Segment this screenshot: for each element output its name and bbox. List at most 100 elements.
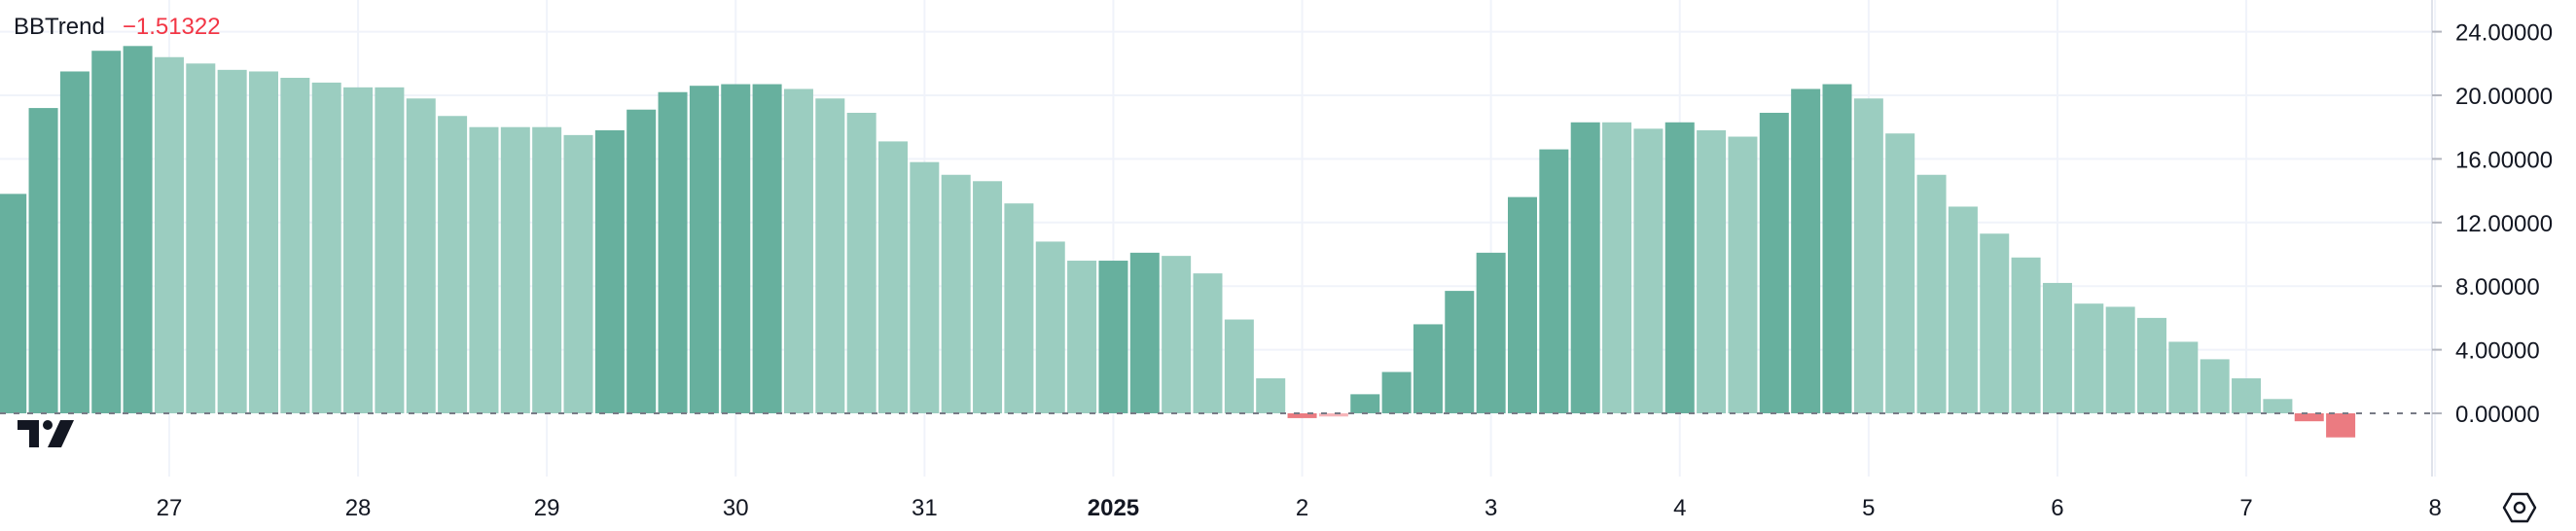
histogram-bar[interactable] — [532, 126, 562, 413]
x-tick-label: 5 — [1862, 495, 1875, 521]
histogram-bar[interactable] — [1224, 319, 1254, 413]
histogram-bar[interactable] — [1759, 112, 1789, 414]
histogram-bar[interactable] — [1413, 324, 1443, 413]
histogram-bar[interactable] — [28, 108, 58, 413]
y-tick-label: 4.00000 — [2455, 338, 2540, 365]
histogram-bar[interactable] — [1602, 122, 1632, 414]
histogram-bar[interactable] — [1980, 233, 2010, 413]
indicator-name: BBTrend — [14, 14, 105, 40]
y-tick-label: 24.00000 — [2455, 20, 2553, 47]
x-tick-label: 3 — [1485, 495, 1497, 521]
histogram-bar[interactable] — [1318, 413, 1348, 417]
histogram-bar[interactable] — [1948, 206, 1978, 413]
histogram-bar[interactable] — [1287, 413, 1317, 418]
histogram-bar[interactable] — [469, 126, 499, 413]
histogram-bar[interactable] — [941, 174, 971, 413]
x-tick-label: 6 — [2051, 495, 2063, 521]
histogram-bar[interactable] — [1791, 88, 1821, 414]
histogram-bar[interactable] — [1853, 98, 1883, 414]
histogram-bar[interactable] — [91, 51, 122, 413]
histogram-bar[interactable] — [2232, 378, 2262, 413]
histogram-bar[interactable] — [1381, 372, 1412, 413]
histogram-bar[interactable] — [1697, 129, 1727, 413]
histogram-bar[interactable] — [2263, 399, 2293, 413]
histogram-bars — [0, 46, 2356, 438]
tradingview-logo-icon[interactable] — [18, 418, 80, 451]
y-tick-label: 12.00000 — [2455, 211, 2553, 237]
histogram-bar[interactable] — [2074, 303, 2104, 413]
time-scale[interactable]: 27 28 29 30 31 2025 2 3 4 5 6 7 8 — [157, 495, 2442, 521]
histogram-bar[interactable] — [1350, 394, 1380, 413]
histogram-bar[interactable] — [1067, 261, 1097, 413]
histogram-bar[interactable] — [626, 109, 657, 413]
x-tick-label: 2 — [1296, 495, 1308, 521]
histogram-bar[interactable] — [1004, 203, 1034, 413]
histogram-bar[interactable] — [1193, 273, 1223, 413]
histogram-bar[interactable] — [1633, 128, 1664, 413]
histogram-bar[interactable] — [563, 134, 593, 413]
histogram-bar[interactable] — [2011, 257, 2041, 413]
histogram-bar[interactable] — [1098, 261, 1128, 413]
histogram-bar[interactable] — [406, 98, 436, 414]
histogram-bar[interactable] — [783, 88, 813, 414]
x-tick-label: 31 — [912, 495, 938, 521]
histogram-bar[interactable] — [846, 112, 877, 414]
x-tick-label: 30 — [723, 495, 749, 521]
histogram-bar[interactable] — [1162, 256, 1192, 413]
histogram-bar[interactable] — [1539, 149, 1569, 413]
histogram-bar[interactable] — [375, 87, 405, 413]
histogram-bar[interactable] — [1664, 122, 1695, 414]
histogram-bar[interactable] — [438, 116, 468, 413]
histogram-bar[interactable] — [186, 63, 216, 414]
histogram-bar[interactable] — [1916, 174, 1947, 413]
histogram-bar[interactable] — [1885, 133, 1915, 414]
indicator-value: −1.51322 — [122, 14, 221, 40]
histogram-bar[interactable] — [594, 129, 625, 413]
histogram-bar[interactable] — [973, 181, 1003, 413]
histogram-bar[interactable] — [878, 141, 908, 414]
histogram-bar[interactable] — [1728, 136, 1758, 413]
histogram-bar[interactable] — [1256, 378, 1286, 413]
histogram-bar[interactable] — [59, 71, 89, 413]
histogram-bar[interactable] — [1445, 291, 1475, 413]
histogram-bar[interactable] — [815, 98, 845, 414]
histogram-bar[interactable] — [217, 69, 247, 413]
x-tick-label: 7 — [2239, 495, 2252, 521]
histogram-bar[interactable] — [1570, 122, 1600, 414]
histogram-bar[interactable] — [0, 194, 27, 413]
histogram-bar[interactable] — [2042, 282, 2072, 413]
y-tick-label: 16.00000 — [2455, 147, 2553, 173]
price-scale[interactable]: 0.00000 4.00000 8.00000 12.00000 16.00000 20.… — [2432, 20, 2553, 428]
settings-hexagon-icon[interactable] — [2502, 490, 2537, 525]
histogram-bar[interactable] — [910, 161, 940, 414]
histogram-bar[interactable] — [1476, 252, 1506, 413]
x-tick-label: 4 — [1673, 495, 1686, 521]
histogram-bar[interactable] — [1035, 241, 1065, 413]
histogram-bar[interactable] — [343, 87, 374, 413]
x-tick-label: 8 — [2428, 495, 2441, 521]
histogram-bar[interactable] — [1129, 252, 1160, 413]
histogram-bar[interactable] — [2168, 341, 2199, 413]
histogram-bar[interactable] — [2105, 306, 2135, 413]
histogram-bar[interactable] — [752, 84, 782, 414]
y-tick-label: 20.00000 — [2455, 84, 2553, 110]
histogram-bar[interactable] — [2137, 317, 2166, 413]
histogram-bar[interactable] — [2294, 413, 2324, 422]
indicator-legend[interactable]: BBTrend −1.51322 — [14, 14, 221, 41]
histogram-bar[interactable] — [721, 84, 751, 414]
histogram-bar[interactable] — [500, 126, 530, 413]
histogram-bar[interactable] — [1508, 196, 1537, 413]
histogram-bar[interactable] — [2200, 359, 2230, 413]
histogram-bar[interactable] — [280, 78, 310, 413]
x-tick-label: 28 — [345, 495, 372, 521]
histogram-bar[interactable] — [1822, 84, 1852, 414]
histogram-bar[interactable] — [658, 91, 688, 413]
histogram-bar[interactable] — [123, 46, 153, 413]
histogram-bar[interactable] — [154, 56, 184, 413]
histogram-bar[interactable] — [2326, 413, 2356, 438]
x-tick-label: 2025 — [1088, 495, 1139, 521]
histogram-bar[interactable] — [311, 82, 341, 414]
histogram-bar[interactable] — [249, 71, 278, 413]
histogram-bar[interactable] — [689, 86, 719, 413]
